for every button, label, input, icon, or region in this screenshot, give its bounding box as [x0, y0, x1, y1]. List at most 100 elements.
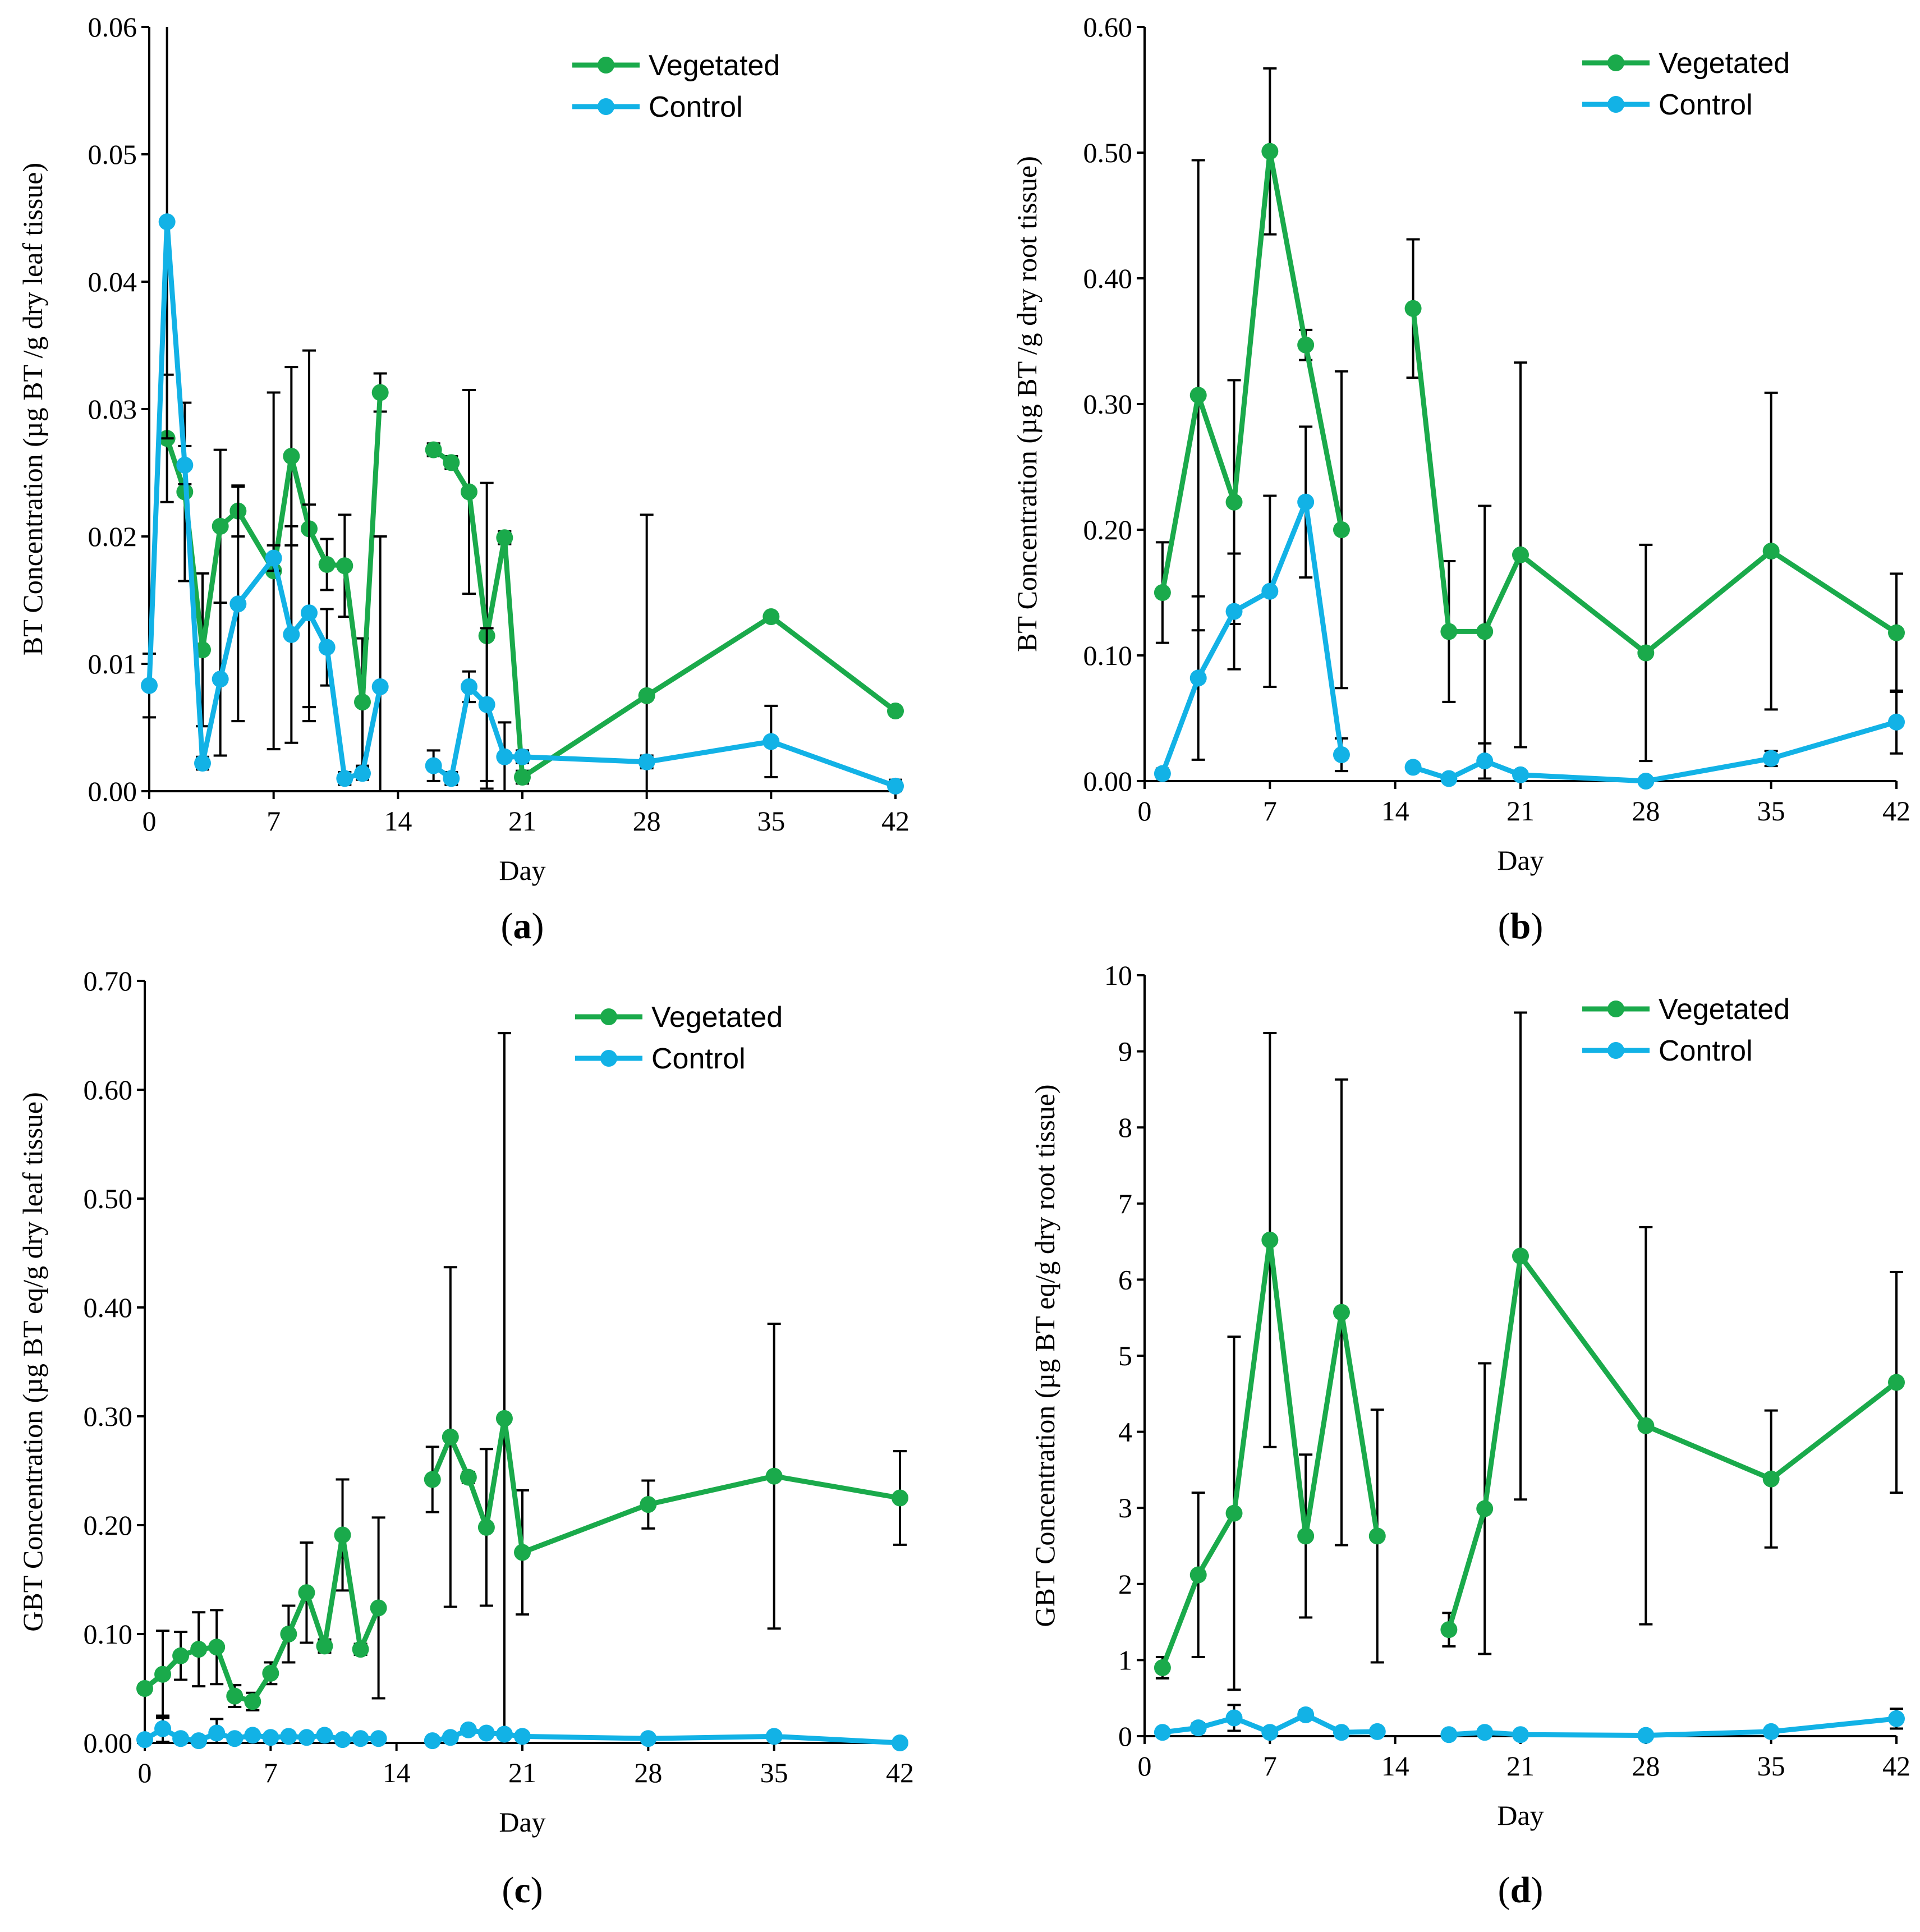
data-point-vegetated: [1261, 143, 1279, 160]
x-tick-label: 7: [264, 1757, 278, 1788]
data-point-vegetated: [443, 454, 460, 471]
x-tick-label: 0: [143, 805, 157, 837]
legend-label: Control: [1659, 1035, 1753, 1067]
data-point-control: [298, 1729, 315, 1746]
data-point-vegetated: [370, 1599, 387, 1617]
data-point-vegetated: [1637, 1417, 1655, 1434]
data-point-vegetated: [226, 1687, 244, 1705]
data-point-control: [1888, 1710, 1905, 1727]
legend-label: Vegetated: [651, 1001, 783, 1034]
series-vegetated: [1154, 67, 1905, 763]
legend: Vegetated Control: [572, 49, 780, 123]
data-point-control: [370, 1730, 387, 1747]
y-tick-label: 0.00: [1083, 765, 1133, 797]
series-line-vegetated: [432, 447, 897, 780]
y-tick-label: 0.40: [84, 1292, 133, 1323]
y-tick-label: 2: [1118, 1568, 1132, 1600]
data-point-control: [460, 1721, 477, 1738]
y-tick-label: 5: [1118, 1340, 1132, 1371]
x-tick-label: 0: [1138, 1750, 1152, 1782]
legend-swatch-marker: [598, 98, 614, 115]
y-tick-label: 0.01: [88, 648, 137, 680]
data-point-vegetated: [495, 1410, 513, 1427]
data-point-control: [514, 1728, 531, 1745]
series-line-vegetated: [1446, 1253, 1898, 1631]
data-point-control: [1762, 750, 1780, 767]
data-point-vegetated: [283, 447, 300, 465]
legend-swatch-marker: [1607, 1001, 1624, 1017]
data-point-vegetated: [638, 687, 655, 704]
data-point-control: [1225, 603, 1243, 620]
data-point-control: [208, 1724, 226, 1742]
data-point-control: [1476, 1724, 1494, 1741]
data-point-vegetated: [640, 1496, 657, 1513]
panel-label: (c): [502, 1870, 543, 1911]
y-tick-label: 0.03: [88, 393, 137, 425]
data-point-control: [478, 696, 495, 713]
y-tick-label: 0.20: [84, 1509, 133, 1541]
y-tick-label: 0: [1118, 1720, 1132, 1752]
data-point-control: [1440, 1726, 1458, 1743]
x-tick-label: 0: [1138, 795, 1152, 827]
data-point-control: [887, 777, 904, 795]
data-point-control: [280, 1728, 297, 1745]
data-point-vegetated: [1154, 584, 1171, 601]
data-point-control: [424, 1732, 441, 1750]
series-control: [136, 1714, 908, 1751]
legend: Vegetated Control: [1582, 993, 1790, 1067]
data-point-vegetated: [352, 1641, 369, 1658]
data-point-vegetated: [244, 1693, 261, 1710]
data-point-control: [1476, 752, 1494, 770]
y-axis-title: GBT Concentration (µg BT eq/g dry leaf t…: [17, 1092, 48, 1632]
data-point-vegetated: [425, 441, 442, 458]
data-point-vegetated: [1476, 623, 1494, 640]
data-point-vegetated: [371, 384, 389, 401]
legend-label: Vegetated: [1659, 993, 1790, 1026]
series-vegetated: [136, 1032, 908, 1744]
data-point-control: [1512, 1726, 1529, 1743]
x-tick-label: 35: [1757, 795, 1785, 827]
data-point-vegetated: [334, 1526, 351, 1544]
y-tick-label: 3: [1118, 1492, 1132, 1523]
data-point-control: [1368, 1723, 1386, 1740]
data-point-vegetated: [262, 1664, 279, 1682]
legend-label: Control: [1659, 89, 1753, 121]
data-point-control: [1512, 766, 1529, 783]
data-point-control: [514, 748, 531, 765]
data-point-control: [301, 604, 318, 622]
data-point-control: [371, 678, 389, 695]
series-control: [141, 27, 904, 795]
x-tick-label: 21: [508, 805, 536, 837]
x-tick-label: 21: [1506, 795, 1535, 827]
data-point-control: [1888, 713, 1905, 731]
legend-swatch-marker: [1607, 96, 1624, 113]
x-tick-label: 28: [1632, 1750, 1660, 1782]
series-line-vegetated: [164, 392, 383, 705]
data-point-control: [190, 1732, 208, 1750]
x-axis-title: Day: [499, 1806, 545, 1838]
data-point-vegetated: [316, 1637, 333, 1655]
data-point-control: [461, 678, 477, 695]
data-point-vegetated: [1888, 1374, 1905, 1391]
chart-panel-a: 0.00 0.01 0.02 0.03 0.04 0.05 0.06 0 7 14 21 28 35 42…: [17, 11, 910, 947]
x-tick-label: 7: [1263, 795, 1277, 827]
data-point-control: [229, 595, 247, 613]
data-point-control: [136, 1731, 153, 1749]
data-point-control: [1261, 582, 1279, 600]
data-point-vegetated: [1440, 1621, 1458, 1639]
data-point-control: [1154, 1724, 1171, 1741]
x-tick-label: 42: [886, 1757, 914, 1788]
data-point-control: [495, 1726, 513, 1743]
data-point-control: [496, 748, 513, 765]
y-tick-label: 0.50: [84, 1183, 133, 1214]
data-point-control: [892, 1734, 908, 1751]
data-point-vegetated: [336, 557, 353, 575]
data-point-vegetated: [514, 1544, 531, 1561]
y-tick-label: 0.02: [88, 521, 137, 552]
y-tick-label: 0.20: [1083, 514, 1133, 545]
chart-panel-c: 0.00 0.10 0.20 0.30 0.40 0.50 0.60 0.70 0 7 14 21 28…: [17, 965, 914, 1911]
data-point-vegetated: [1888, 624, 1905, 641]
y-tick-label: 0.06: [88, 11, 137, 43]
data-point-control: [765, 1728, 783, 1745]
data-point-vegetated: [1189, 1566, 1207, 1584]
